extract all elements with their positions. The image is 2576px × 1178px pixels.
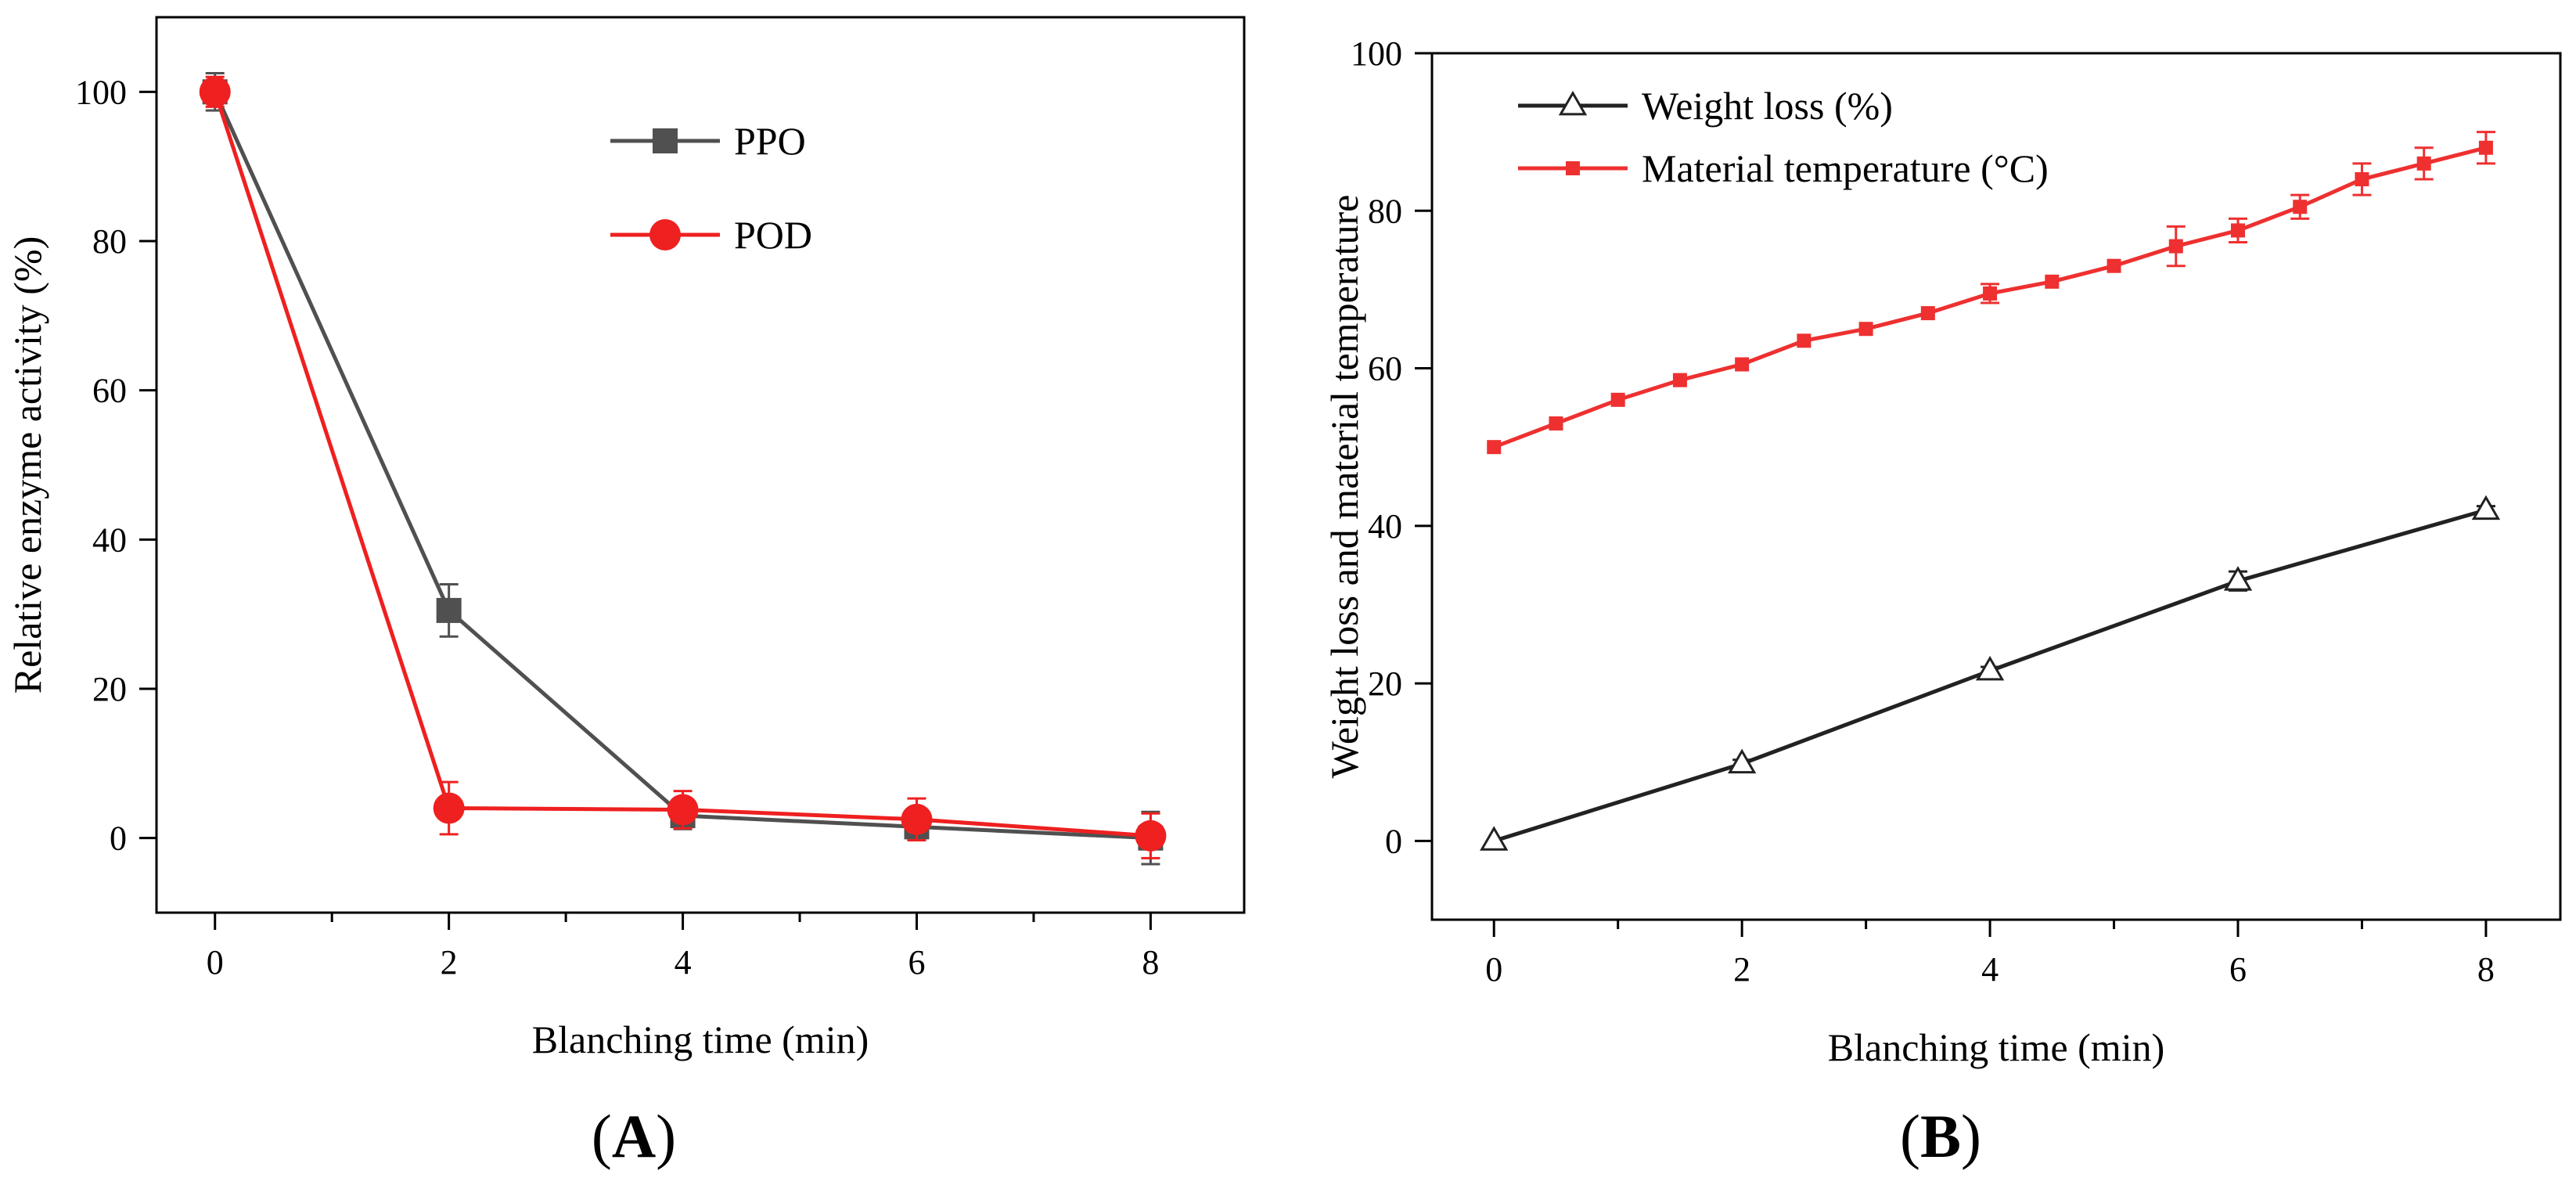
x-axis-title: Blanching time (min) bbox=[532, 1018, 869, 1061]
data-point bbox=[2355, 172, 2369, 187]
legend-label: Material temperature (°C) bbox=[1642, 146, 2049, 190]
data-point bbox=[199, 76, 231, 108]
data-point bbox=[1797, 333, 1811, 348]
x-tick-label: 6 bbox=[2229, 950, 2247, 989]
plot-frame bbox=[155, 16, 1246, 914]
legend-label: Weight loss (%) bbox=[1642, 84, 1893, 128]
series-material-temperature-c bbox=[1487, 131, 2495, 455]
data-point bbox=[2478, 140, 2493, 155]
x-tick-label: 6 bbox=[908, 943, 926, 982]
series-line bbox=[213, 91, 1151, 841]
data-point bbox=[1672, 373, 1687, 387]
data-point bbox=[2106, 258, 2121, 273]
data-point bbox=[1487, 440, 1502, 455]
data-point bbox=[667, 794, 699, 826]
y-tick-label: 100 bbox=[75, 73, 127, 111]
x-tick-label: 0 bbox=[207, 943, 224, 982]
y-tick-label: 60 bbox=[92, 372, 127, 410]
y-axis-title: Relative enzyme activity (%) bbox=[5, 236, 49, 693]
y-tick-label: 40 bbox=[92, 521, 127, 559]
series-line bbox=[213, 91, 1151, 838]
data-point bbox=[436, 597, 462, 623]
data-point bbox=[1858, 322, 1873, 337]
legend-label: PPO bbox=[734, 119, 806, 163]
x-tick-label: 2 bbox=[1733, 950, 1750, 989]
x-axis-title: Blanching time (min) bbox=[1828, 1025, 2164, 1069]
data-point bbox=[1135, 820, 1167, 852]
y-tick-label: 20 bbox=[1368, 665, 1402, 703]
legend-marker bbox=[653, 128, 678, 153]
x-tick-label: 8 bbox=[1142, 943, 1159, 982]
x-tick-label: 8 bbox=[2477, 950, 2495, 989]
x-tick-label: 4 bbox=[675, 943, 692, 982]
legend-marker bbox=[649, 219, 681, 250]
data-point bbox=[1727, 748, 1757, 774]
data-point bbox=[901, 803, 933, 835]
data-point bbox=[2045, 274, 2060, 289]
y-tick-label: 60 bbox=[1368, 350, 1402, 388]
y-axis-title: Weight loss and material temperature bbox=[1322, 195, 1366, 779]
y-tick-label: 0 bbox=[1385, 822, 1402, 860]
panel-label: (A) bbox=[592, 1102, 676, 1170]
y-tick-label: 80 bbox=[92, 222, 127, 261]
series-weight-loss bbox=[1480, 495, 2501, 851]
data-point bbox=[1480, 826, 1509, 851]
data-point bbox=[2231, 223, 2245, 238]
data-point bbox=[1983, 286, 1998, 301]
panel-label-close: ) bbox=[656, 1102, 676, 1170]
legend-marker bbox=[1566, 161, 1580, 175]
data-point bbox=[1975, 655, 2005, 681]
panel-label-open: ( bbox=[1900, 1102, 1920, 1170]
x-tick-label: 0 bbox=[1485, 950, 1502, 989]
y-tick-label: 40 bbox=[1368, 507, 1402, 546]
legend-marker bbox=[1558, 90, 1588, 116]
data-point bbox=[2168, 239, 2183, 254]
panel-label-letter: A bbox=[612, 1102, 656, 1170]
data-point bbox=[1920, 306, 1935, 321]
panel-label: (B) bbox=[1900, 1102, 1981, 1170]
x-tick-label: 2 bbox=[441, 943, 458, 982]
x-tick-label: 4 bbox=[1981, 950, 1999, 989]
data-point bbox=[1610, 392, 1625, 407]
data-point bbox=[433, 792, 465, 824]
data-point bbox=[2416, 156, 2431, 171]
y-tick-label: 20 bbox=[92, 670, 127, 708]
legend-label: POD bbox=[734, 213, 812, 257]
series-ppo bbox=[202, 72, 1164, 866]
series-pod bbox=[199, 75, 1167, 859]
y-tick-label: 100 bbox=[1351, 34, 1402, 73]
data-point bbox=[2471, 495, 2501, 521]
data-point bbox=[1549, 416, 1563, 430]
plot-frame bbox=[1430, 52, 2562, 921]
panel-label-close: ) bbox=[1961, 1102, 1981, 1170]
data-point bbox=[2293, 200, 2308, 214]
y-tick-label: 80 bbox=[1368, 192, 1402, 230]
data-point bbox=[2223, 566, 2253, 591]
panel-label-open: ( bbox=[592, 1102, 612, 1170]
data-point bbox=[1735, 357, 1750, 372]
y-tick-label: 0 bbox=[110, 820, 127, 858]
panel-label-letter: B bbox=[1920, 1102, 1961, 1170]
